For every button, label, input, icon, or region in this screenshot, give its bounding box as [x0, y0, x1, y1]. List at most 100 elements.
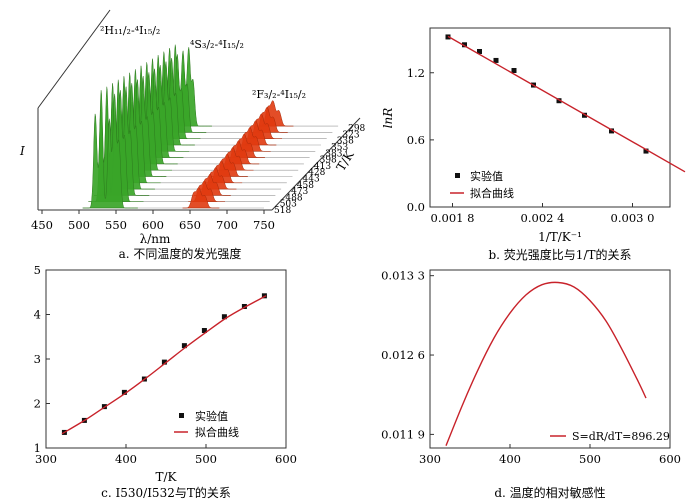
x-tick-label: 500 [579, 452, 601, 466]
panel-a-x-label: λ/nm [140, 232, 171, 246]
y-tick-label: 0.6 [407, 133, 425, 147]
temperature-tick-458: 458 [297, 181, 314, 191]
green-band-518 [82, 90, 138, 209]
temperature-tick-443: 443 [303, 175, 320, 185]
data-point [161, 359, 167, 365]
temperature-tick-338: 338 [337, 137, 354, 147]
data-point [582, 112, 587, 118]
panel-b-frame [429, 27, 671, 208]
annotation-2f3-4i15: ²F₃/₂-⁴I₁₅/₂ [252, 88, 306, 101]
y-tick-label: 1.2 [407, 66, 425, 80]
x-tick-label: 0.001 8 [431, 211, 475, 225]
temperature-tick-398: 398 [320, 156, 337, 166]
temperature-tick-413: 413 [314, 162, 331, 172]
panel-b-plot [445, 34, 686, 173]
data-point [477, 48, 482, 54]
data-point [201, 328, 207, 334]
panel-c-ticks: 300 400 500 600 1 2 3 4 5 [34, 263, 297, 466]
panel-a-spectra [82, 44, 339, 209]
temperature-tick-298: 298 [348, 124, 365, 134]
panel-c-ratio-vs-t: 300 400 500 600 1 2 3 4 5 T/K 实验值 拟合曲线 c. I530/I… [34, 263, 297, 500]
x-tick-label-700: 700 [216, 218, 238, 232]
y-tick-label: 5 [34, 263, 41, 277]
data-point [556, 98, 562, 104]
y-tick-label: 0.012 6 [381, 348, 425, 362]
temperature-tick-473: 473 [291, 187, 308, 197]
x-tick-label: 600 [659, 452, 681, 466]
series-line-1 [447, 35, 686, 173]
panel-c-plot [61, 293, 267, 435]
panel-a-y-label: I [19, 144, 25, 158]
temperature-tick-488: 488 [285, 193, 302, 203]
annotation-4s3-4i15: ⁴S₃/₂-⁴I₁₅/₂ [190, 38, 244, 51]
data-point [121, 389, 127, 395]
panel-b-legend: 实验值 拟合曲线 [450, 169, 514, 200]
panel-c-caption: c. I530/I532与T的关系 [101, 485, 231, 500]
x-tick-label: 400 [115, 452, 137, 466]
temperature-tick-428: 428 [308, 168, 325, 178]
panel-b-caption: b. 荧光强度比与1/T的关系 [489, 247, 632, 262]
x-tick-label-450: 450 [31, 218, 53, 232]
legend-points-marker [455, 173, 460, 178]
y-tick-label: 2 [34, 397, 41, 411]
data-point [609, 128, 614, 134]
legend-points-marker [179, 413, 184, 418]
x-tick-label: 300 [35, 452, 57, 466]
panel-a-depth-axis [271, 117, 361, 211]
y-tick-label: 1 [34, 441, 41, 455]
panel-a-waterfall-spectra: 450 500 550 600 650 700 750 298323338353383398… [19, 9, 366, 261]
x-tick-label: 300 [419, 452, 441, 466]
data-point [241, 303, 247, 309]
x-tick-label: 0.002 4 [521, 211, 565, 225]
y-tick-label: 4 [34, 308, 41, 322]
panel-b-x-label: 1/T/K⁻¹ [538, 230, 582, 244]
data-point [221, 314, 227, 320]
red-band-518 [182, 187, 220, 209]
panel-b-legend-line: 拟合曲线 [470, 186, 514, 200]
panel-a-back-edge [37, 9, 111, 109]
x-tick-label-550: 550 [105, 218, 127, 232]
x-tick-label: 400 [499, 452, 521, 466]
panel-d-legend: S=dR/dT=896.29 [550, 430, 670, 443]
panel-a-temperature-ticks: 2983233383533833984134284434584734885035… [274, 124, 366, 216]
panel-d-frame [429, 269, 671, 449]
panel-c-x-label: T/K [155, 470, 177, 484]
temperature-tick-518: 518 [274, 206, 291, 216]
x-tick-label-650: 650 [179, 218, 201, 232]
series-line-1 [61, 295, 267, 435]
panel-d-ticks: 300 400 500 600 0.011 9 0.012 6 0.013 3 [381, 269, 681, 466]
x-tick-label-600: 600 [142, 218, 164, 232]
y-tick-label: 0.0 [407, 200, 425, 214]
panel-c-legend-points: 实验值 [195, 409, 228, 423]
annotation-2h11-4i15: ²H₁₁/₂-⁴I₁₅/₂ [100, 24, 160, 37]
data-point [462, 42, 467, 48]
panel-d-relative-sensitivity: 300 400 500 600 0.011 9 0.012 6 0.013 3 S=dR/d… [381, 269, 681, 500]
temperature-tick-353: 353 [331, 143, 348, 153]
panel-b-legend-points: 实验值 [470, 169, 503, 183]
panel-b-ticks: 0.001 8 0.002 4 0.003 0 0.0 0.6 1.2 [407, 66, 655, 225]
y-tick-label: 0.013 3 [381, 269, 425, 283]
data-point [181, 343, 187, 349]
x-tick-label-750: 750 [253, 218, 275, 232]
data-point [511, 68, 517, 74]
data-point [643, 148, 649, 154]
panel-a-x-ticks: 450 500 550 600 650 700 750 [31, 210, 275, 232]
panel-a-caption: a. 不同温度的发光强度 [119, 246, 242, 261]
panel-c-legend: 实验值 拟合曲线 [174, 409, 239, 439]
panel-d-legend-line: S=dR/dT=896.29 [572, 430, 670, 443]
y-tick-label: 3 [34, 352, 41, 366]
series-line-0 [445, 281, 647, 446]
data-point [493, 57, 499, 63]
x-tick-label: 600 [275, 452, 297, 466]
x-tick-label: 500 [195, 452, 217, 466]
panel-b-lnr-vs-inverse-t: 0.001 8 0.002 4 0.003 0 0.0 0.6 1.2 lnR 1/T/K… [381, 27, 686, 262]
data-point [261, 293, 267, 299]
temperature-tick-503: 503 [280, 200, 297, 210]
panel-d-caption: d. 温度的相对敏感性 [494, 485, 605, 500]
temperature-tick-383: 383 [325, 149, 342, 159]
temperature-tick-323: 323 [342, 130, 359, 140]
x-tick-label-500: 500 [68, 218, 90, 232]
panel-b-y-label: lnR [381, 108, 395, 129]
x-tick-label: 0.003 0 [611, 211, 655, 225]
